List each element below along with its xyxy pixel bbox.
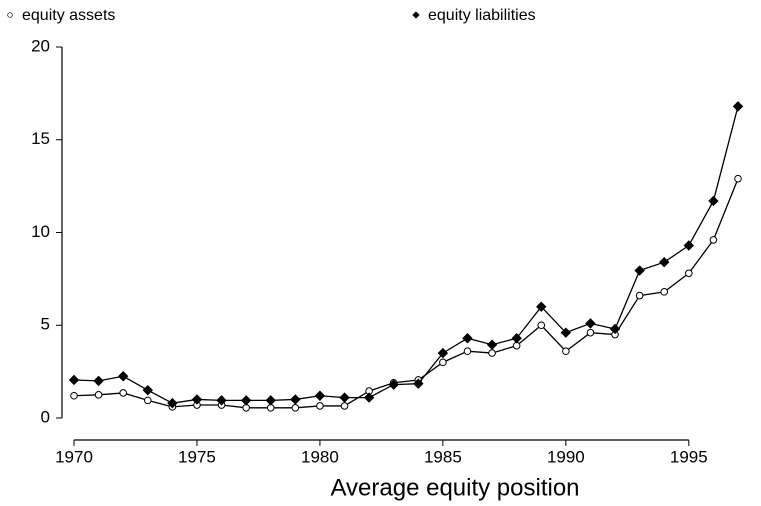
x-tick-label: 1980: [301, 447, 339, 466]
data-point: [240, 395, 252, 406]
y-tick-label: 10: [31, 222, 50, 241]
data-point: [93, 375, 104, 387]
data-point: [609, 323, 621, 335]
x-tick-label: 1990: [547, 447, 585, 466]
series-line: [73, 178, 739, 409]
y-tick-label: 0: [41, 407, 50, 426]
data-point: [486, 339, 498, 350]
data-point: [437, 347, 449, 359]
legend-marker: [7, 12, 13, 18]
data-point: [339, 392, 350, 403]
x-tick-label: 1970: [55, 447, 93, 466]
data-point: [562, 347, 570, 356]
data-point: [683, 240, 695, 251]
data-point: [439, 358, 447, 367]
data-point: [119, 389, 127, 397]
data-point: [290, 394, 301, 405]
data-point: [340, 402, 349, 410]
y-tick-label: 20: [31, 36, 50, 55]
x-tick-label: 1985: [424, 447, 462, 466]
data-point: [314, 390, 326, 401]
data-point: [536, 301, 547, 312]
data-point: [659, 256, 670, 268]
data-point: [316, 402, 324, 410]
legend-marker: [412, 11, 420, 19]
x-axis-label: Average equity position: [330, 474, 579, 501]
data-point: [634, 265, 645, 276]
data-point: [560, 327, 572, 338]
data-point: [463, 347, 472, 356]
x-tick-label: 1975: [178, 447, 216, 466]
data-point: [511, 333, 522, 344]
data-point: [216, 395, 227, 406]
data-point: [732, 101, 744, 112]
data-point: [117, 371, 129, 382]
data-point: [488, 349, 496, 357]
data-point: [586, 328, 595, 337]
data-point: [70, 391, 78, 400]
data-point: [265, 395, 276, 406]
legend-label: equity liabilities: [428, 7, 536, 24]
data-point: [685, 269, 693, 278]
data-point: [191, 394, 203, 405]
data-point: [142, 384, 153, 396]
legend-label: equity assets: [22, 7, 115, 24]
data-point: [413, 378, 424, 389]
data-point: [143, 396, 152, 405]
data-point: [363, 392, 375, 403]
data-point: [68, 374, 80, 386]
data-point: [291, 403, 300, 412]
data-point: [709, 236, 718, 244]
series-line: [73, 106, 739, 404]
data-point: [585, 318, 596, 329]
data-point: [660, 288, 669, 296]
y-tick-label: 15: [31, 129, 50, 148]
data-point: [167, 397, 178, 409]
y-tick-label: 5: [41, 315, 50, 334]
x-tick-label: 1995: [670, 447, 708, 466]
data-point: [388, 379, 399, 390]
data-point: [708, 195, 719, 207]
data-point: [462, 333, 473, 344]
data-point: [734, 174, 742, 183]
data-point: [635, 291, 644, 300]
data-point: [94, 391, 103, 399]
data-point: [537, 321, 546, 330]
